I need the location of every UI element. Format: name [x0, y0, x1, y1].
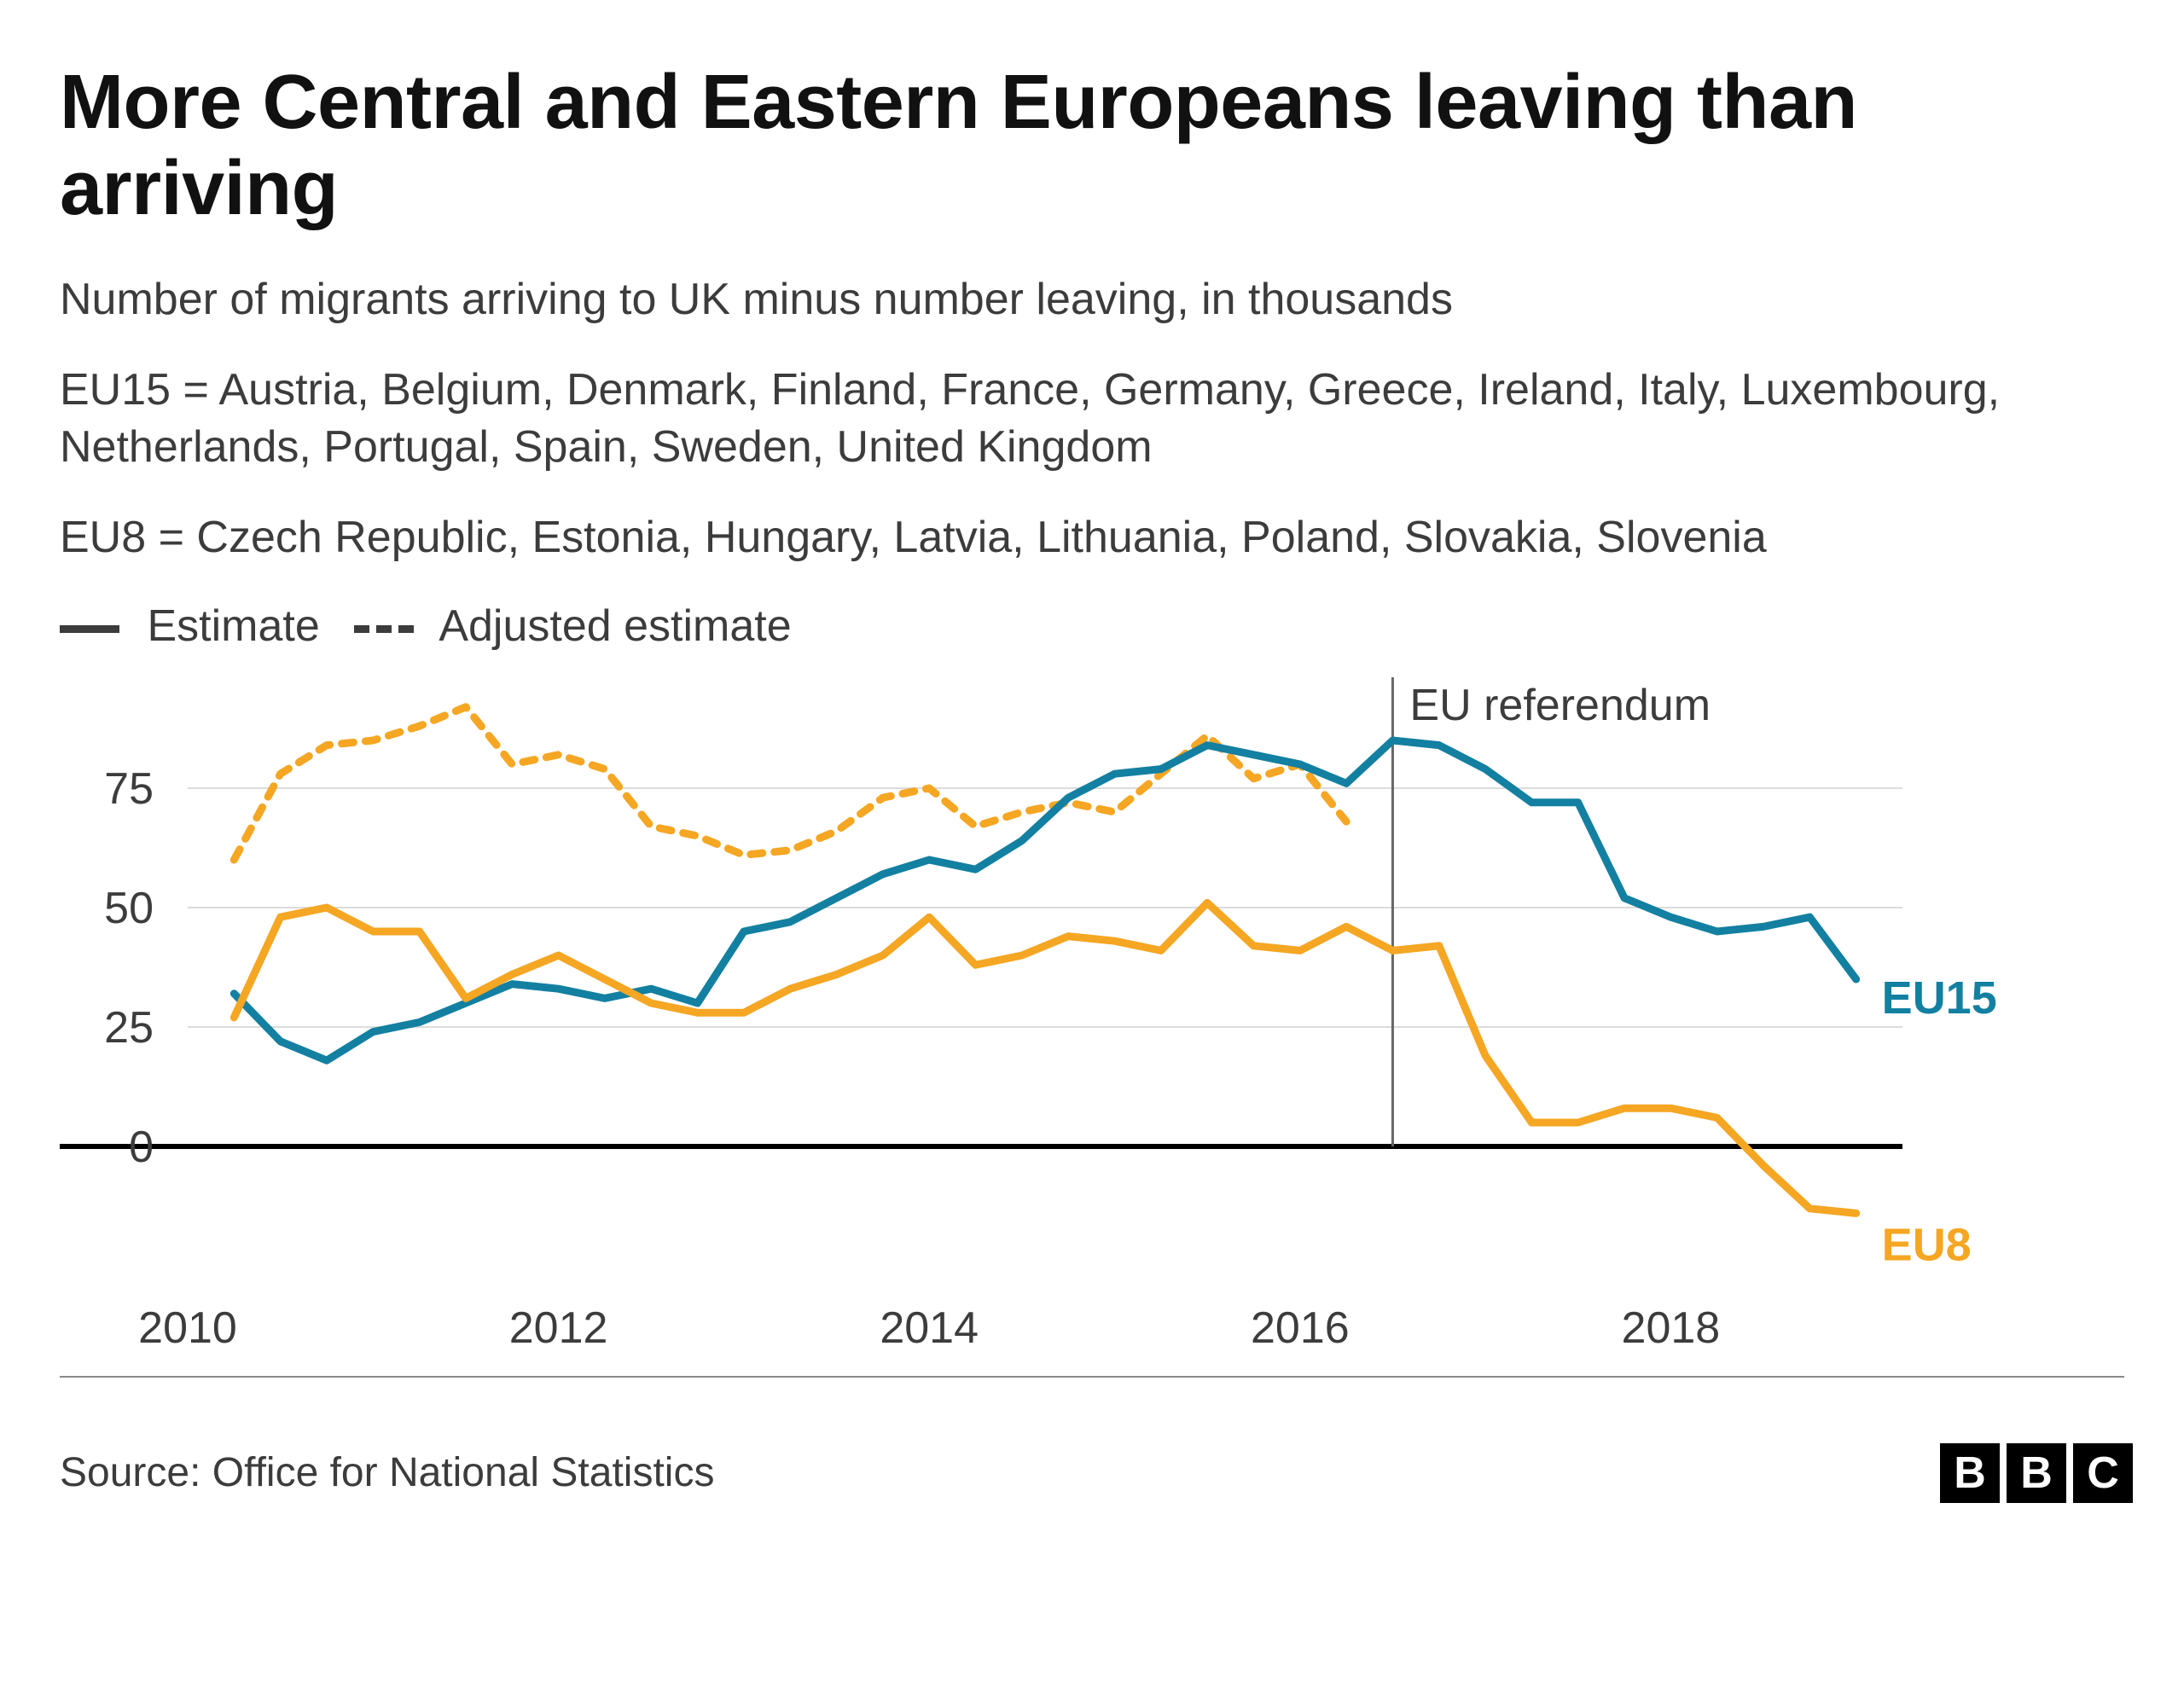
- chart-subtitle: Number of migrants arriving to UK minus …: [60, 271, 2133, 328]
- legend-estimate: Estimate: [60, 601, 320, 652]
- bbc-logo: B B C: [1940, 1443, 2133, 1503]
- chart-card: More Central and Eastern Europeans leavi…: [0, 0, 2184, 1706]
- line-chart-svg: 0 25 50 75 EU referendum EU15 EU8 2010 2012 2014 2…: [60, 669, 2124, 1419]
- svg-text:0: 0: [129, 1123, 154, 1172]
- eu15-definition: EU15 = Austria, Belgium, Denmark, Finlan…: [60, 362, 2107, 475]
- svg-text:75: 75: [104, 764, 154, 814]
- svg-text:2010: 2010: [138, 1303, 237, 1353]
- line-style-legend: Estimate Adjusted estimate: [60, 601, 2133, 652]
- dashed-swatch-icon: [354, 625, 414, 633]
- legend-adjusted-label: Adjusted estimate: [439, 601, 791, 651]
- svg-text:2012: 2012: [509, 1303, 608, 1353]
- bbc-block-1: B: [1940, 1443, 2000, 1503]
- svg-text:2016: 2016: [1251, 1303, 1350, 1353]
- svg-text:2018: 2018: [1622, 1303, 1721, 1353]
- source-text: Source: Office for National Statistics: [60, 1449, 714, 1496]
- svg-text:EU referendum: EU referendum: [1409, 681, 1711, 730]
- solid-swatch-icon: [60, 625, 119, 633]
- chart-title: More Central and Eastern Europeans leavi…: [60, 60, 2133, 232]
- chart-plot-area: 0 25 50 75 EU referendum EU15 EU8 2010 2012 2014 2…: [60, 669, 2124, 1419]
- svg-text:50: 50: [104, 884, 154, 933]
- svg-text:2014: 2014: [880, 1303, 979, 1353]
- legend-estimate-label: Estimate: [147, 601, 319, 651]
- credit-row: Source: Office for National Statistics B…: [60, 1443, 2133, 1503]
- eu8-definition: EU8 = Czech Republic, Estonia, Hungary, …: [60, 509, 2107, 566]
- legend-adjusted: Adjusted estimate: [354, 601, 792, 652]
- bbc-block-3: C: [2073, 1443, 2133, 1503]
- svg-text:25: 25: [104, 1003, 154, 1053]
- svg-text:EU15: EU15: [1882, 972, 1997, 1024]
- bbc-block-2: B: [2007, 1443, 2066, 1503]
- svg-text:EU8: EU8: [1882, 1219, 1972, 1270]
